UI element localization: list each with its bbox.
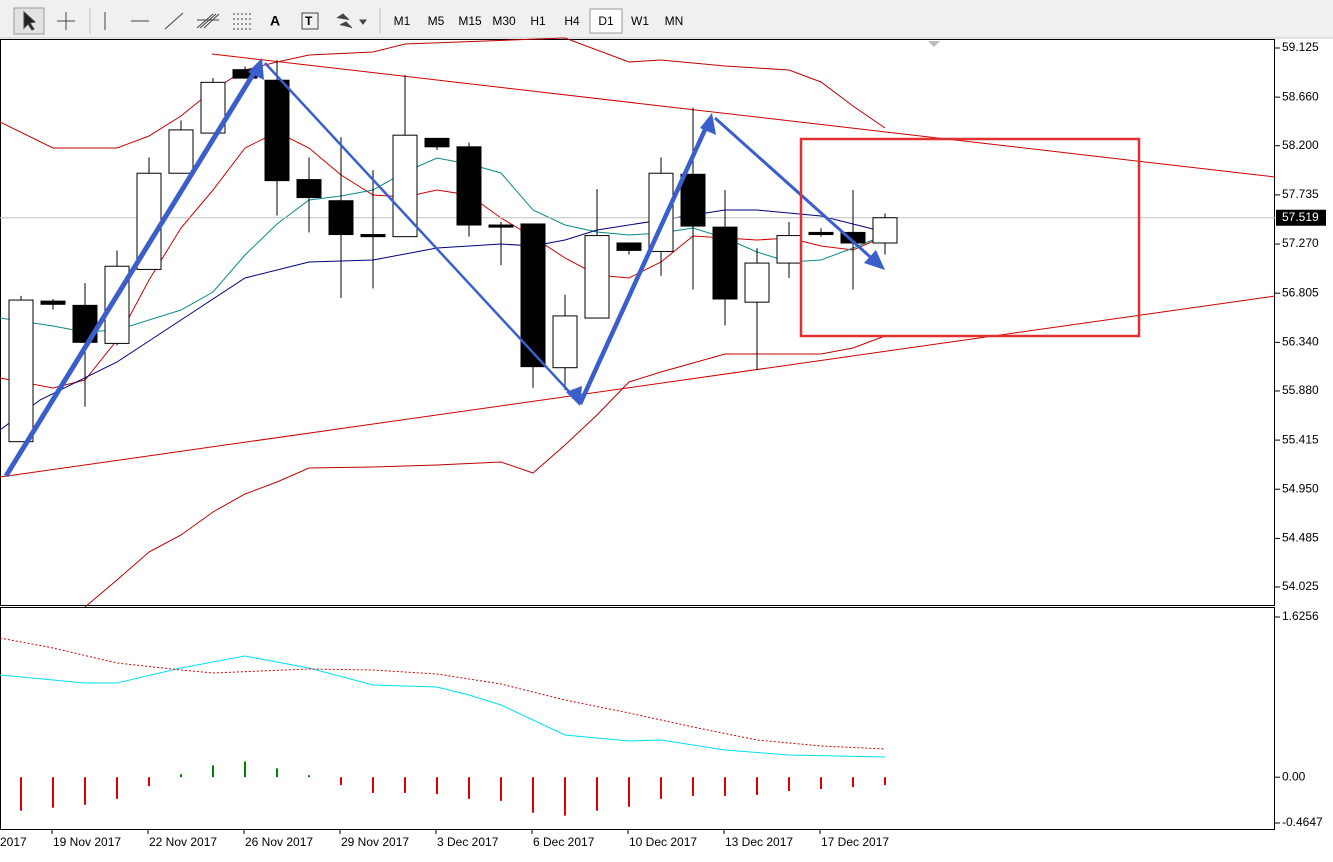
- candle-body: [776, 235, 802, 264]
- y-tick-label: -0.4647: [1282, 815, 1323, 829]
- timeframe-button[interactable]: H4: [564, 14, 580, 28]
- tools: A T: [13, 7, 381, 35]
- x-tick-label: 19 Nov 2017: [53, 835, 121, 849]
- y-tick-label: 54.025: [1282, 579, 1319, 593]
- x-tick-label: 26 Nov 2017: [245, 835, 313, 849]
- timeframe-button[interactable]: M30: [492, 14, 516, 28]
- candle-body: [744, 262, 770, 303]
- signal-dotted: [0, 637, 886, 750]
- y-tick-label: 56.340: [1282, 335, 1319, 349]
- candle-body: [712, 226, 738, 300]
- y-tick-label: 56.805: [1282, 285, 1319, 299]
- candle-body: [616, 242, 642, 251]
- label-icon[interactable]: [301, 12, 319, 30]
- y-tick-label: 1.6256: [1282, 609, 1319, 623]
- arrow-up-1: [3, 66, 260, 478]
- candle-body: [168, 129, 194, 174]
- arrows-icon[interactable]: [336, 13, 367, 29]
- x-tick-label: 2017: [0, 835, 27, 849]
- y-tick-label: 57.735: [1282, 187, 1319, 201]
- signal-line: [0, 655, 886, 758]
- timeframe-button[interactable]: D1: [598, 14, 614, 28]
- x-tick-label: 13 Dec 2017: [725, 835, 793, 849]
- channel-icon[interactable]: [196, 13, 220, 29]
- y-tick-label: 55.415: [1282, 432, 1319, 446]
- y-tick-label: 0.00: [1282, 769, 1306, 783]
- sub-window: [0, 607, 1275, 830]
- y-tick-label: 54.485: [1282, 531, 1319, 545]
- lower-band: [84, 335, 886, 608]
- candle-body: [8, 299, 34, 443]
- timeframes: M1 M5 M15 M30 H1 H4 D1 W1 MN: [394, 8, 684, 34]
- candles: 19 Nov 2017 22 Nov 2017 26 Nov 2017 29 Nov …: [0, 60, 898, 849]
- candle-body: [584, 235, 610, 319]
- main-window: [0, 39, 1275, 606]
- y-tick-label: 58.660: [1282, 89, 1319, 103]
- timeframe-button[interactable]: W1: [631, 14, 649, 28]
- arrow-up-2: [577, 122, 711, 405]
- y-tick-label: 59.125: [1282, 40, 1319, 54]
- candle-body: [264, 79, 290, 182]
- cursor-icon: [23, 10, 37, 31]
- arrow-down-1: [264, 62, 576, 399]
- candle-body: [552, 315, 578, 369]
- timeframe-button[interactable]: M15: [458, 14, 482, 28]
- candle-body: [40, 300, 66, 305]
- toolbar: [0, 0, 1333, 38]
- label-icon-t: T: [305, 14, 313, 28]
- candle-body: [424, 137, 450, 148]
- candle-body: [808, 231, 834, 236]
- x-tick-label: 6 Dec 2017: [533, 835, 595, 849]
- y-tick-label: 58.200: [1282, 138, 1319, 152]
- highlight-box: [799, 137, 1141, 338]
- y-tick-label: 57.270: [1282, 236, 1319, 250]
- fast-ma: [0, 157, 886, 333]
- y-tick-label: 54.950: [1282, 481, 1319, 495]
- timeframe-active: [589, 8, 623, 34]
- candle-body: [392, 134, 418, 238]
- timeframe-button[interactable]: M1: [394, 14, 411, 28]
- trendline-bottom: [0, 295, 1276, 478]
- timeframe-button[interactable]: MN: [665, 14, 684, 28]
- x-tick-label: 3 Dec 2017: [437, 835, 499, 849]
- x-tick-label: 22 Nov 2017: [149, 835, 217, 849]
- slow-ma: [0, 209, 886, 431]
- candle-body: [872, 217, 898, 244]
- upper-band: [0, 37, 886, 149]
- candle-body: [488, 224, 514, 228]
- candle-body: [680, 173, 706, 227]
- candle-body: [296, 179, 322, 199]
- middle-band: [0, 131, 886, 389]
- current-price-label: 57.519: [1282, 210, 1319, 224]
- x-tick-label: 29 Nov 2017: [341, 835, 409, 849]
- fibo-icon[interactable]: [233, 13, 251, 30]
- price-axis: 59.125 58.660 58.200 57.735 57.270 56.805 56.3…: [1275, 40, 1326, 829]
- timeframe-button[interactable]: M5: [428, 14, 445, 28]
- x-tick-label: 10 Dec 2017: [629, 835, 697, 849]
- indicator-lines: [0, 37, 1276, 758]
- candle-body: [328, 200, 354, 236]
- candle-body: [456, 146, 482, 226]
- trendline-icon[interactable]: [164, 12, 184, 30]
- arrow-down-2: [713, 116, 879, 265]
- shift-marker: [928, 41, 940, 47]
- trendline-top: [211, 53, 1276, 178]
- y-tick-label: 55.880: [1282, 383, 1319, 397]
- annotations: [3, 58, 1141, 478]
- timeframe-button[interactable]: H1: [530, 14, 546, 28]
- candle-body: [360, 234, 386, 238]
- current-price-box: [1276, 209, 1326, 226]
- crosshair-icon[interactable]: [57, 12, 75, 30]
- x-tick-label: 17 Dec 2017: [821, 835, 889, 849]
- text-icon[interactable]: A: [270, 13, 280, 29]
